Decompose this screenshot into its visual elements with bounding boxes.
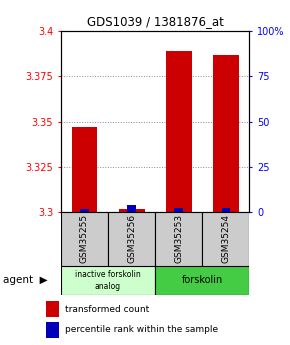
Bar: [155, 266, 249, 295]
Bar: [213, 55, 239, 212]
Bar: [127, 205, 136, 212]
Text: inactive forskolin
analog: inactive forskolin analog: [75, 270, 141, 291]
Bar: [46, 322, 59, 338]
Bar: [61, 266, 155, 295]
Text: forskolin: forskolin: [182, 275, 223, 285]
Text: GSM35254: GSM35254: [221, 214, 230, 264]
Bar: [108, 212, 155, 266]
Bar: [166, 51, 192, 212]
Bar: [155, 212, 202, 266]
Bar: [61, 212, 108, 266]
Bar: [46, 301, 59, 317]
Text: GSM35256: GSM35256: [127, 214, 136, 264]
Text: percentile rank within the sample: percentile rank within the sample: [66, 325, 219, 334]
Text: transformed count: transformed count: [66, 305, 150, 314]
Text: GSM35253: GSM35253: [174, 214, 183, 264]
Text: agent  ▶: agent ▶: [3, 275, 48, 285]
Title: GDS1039 / 1381876_at: GDS1039 / 1381876_at: [87, 16, 224, 29]
Bar: [119, 208, 144, 212]
Bar: [202, 212, 249, 266]
Bar: [175, 208, 183, 212]
Bar: [222, 208, 230, 212]
Bar: [80, 209, 89, 212]
Bar: [72, 127, 97, 212]
Text: GSM35255: GSM35255: [80, 214, 89, 264]
